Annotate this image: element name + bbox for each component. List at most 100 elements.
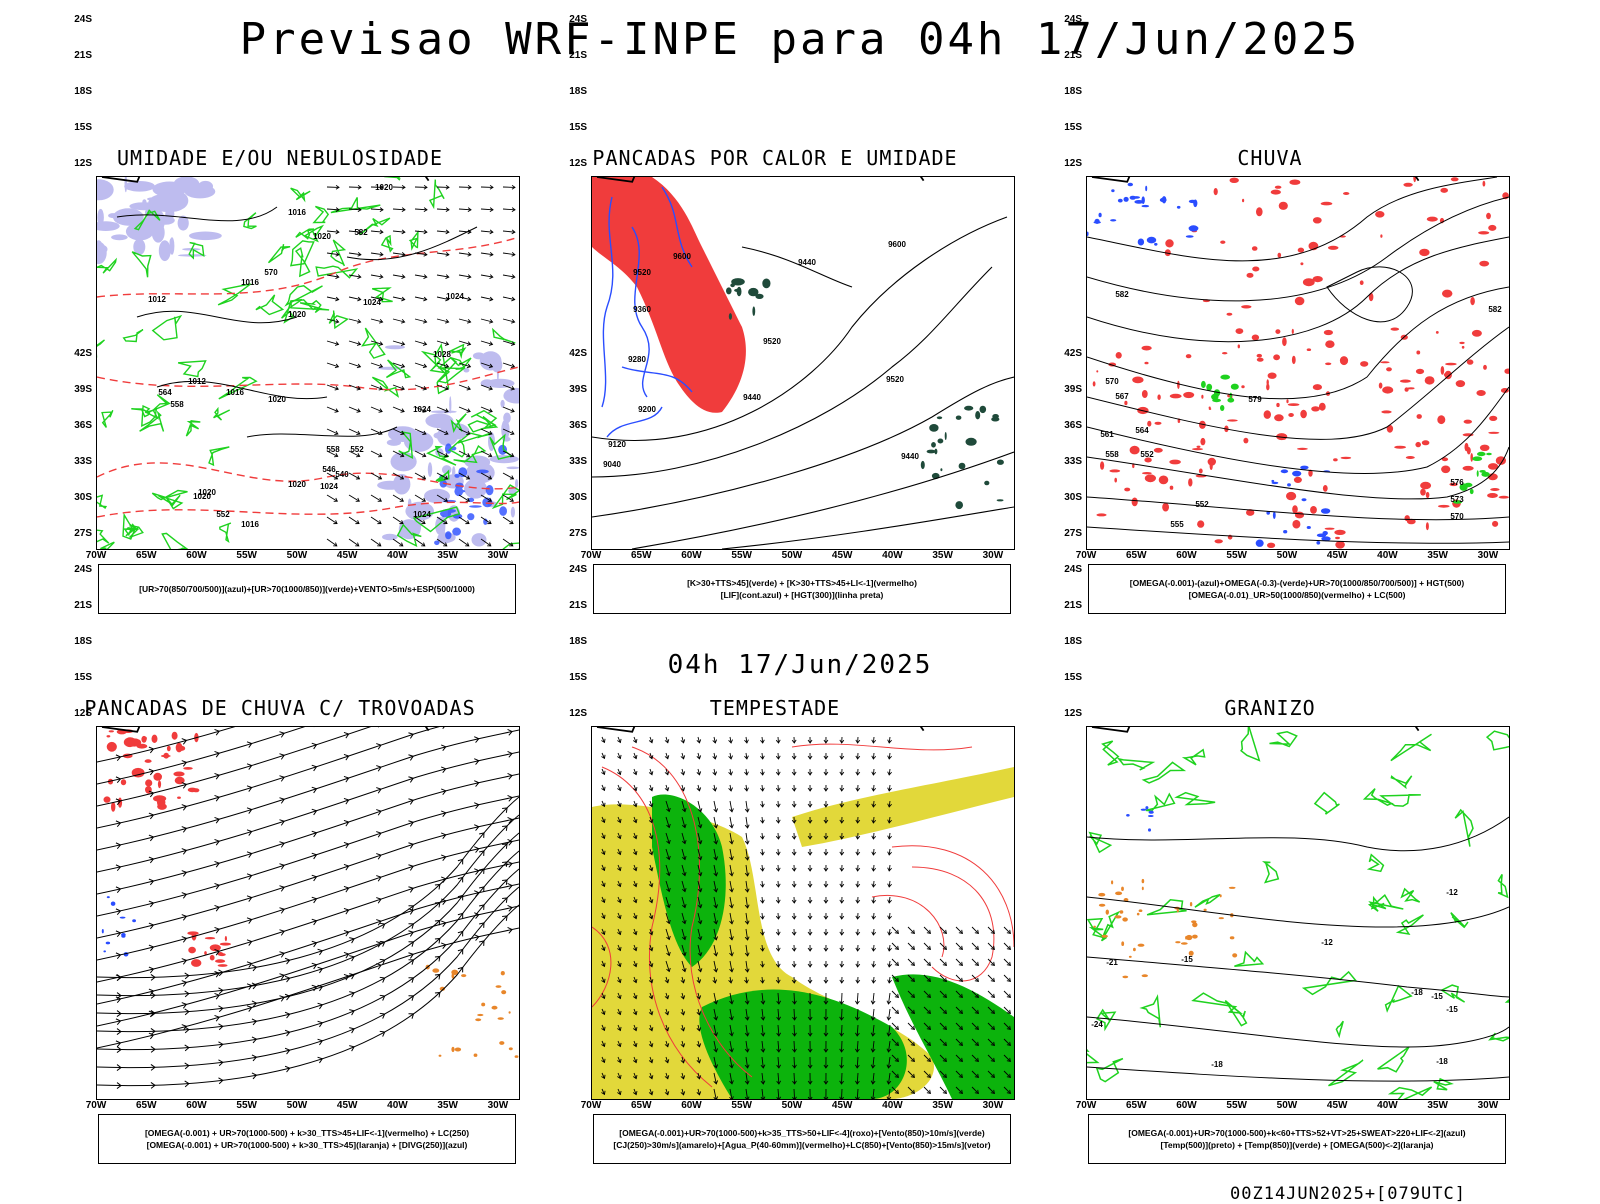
contour-label: 1016 <box>226 388 244 397</box>
shade-cell <box>498 445 507 455</box>
shade-cell <box>191 959 201 967</box>
lon-tick-label: 60W <box>671 1100 711 1111</box>
contour-label: 558 <box>326 445 340 454</box>
lat-tick-label: 18S <box>553 636 587 647</box>
temp-850-lines <box>1087 727 1509 1099</box>
shade-cell <box>1328 246 1339 250</box>
shade-cell <box>1144 362 1148 365</box>
lon-tick-label: 40W <box>377 550 417 561</box>
shade-cell <box>145 786 152 794</box>
shade-cell <box>1310 506 1317 514</box>
contour-line <box>291 188 311 200</box>
shade-cell <box>499 1041 504 1045</box>
shade-cell <box>1292 520 1300 529</box>
shade-cell <box>104 796 111 802</box>
shade-cell <box>1323 531 1328 535</box>
shade-cell <box>1099 904 1105 907</box>
contour-line <box>1103 741 1119 765</box>
shade-cell <box>1405 387 1409 391</box>
shade-cell <box>921 461 925 469</box>
contour-line <box>214 409 230 420</box>
shade-cell <box>1124 401 1127 405</box>
shade-cell <box>1271 480 1274 482</box>
lon-tick-label: 50W <box>277 550 317 561</box>
contour-label: 576 <box>1450 478 1464 487</box>
wind-vector <box>415 209 427 210</box>
shade-cell <box>124 181 155 192</box>
lat-tick-label: 42S <box>58 348 92 359</box>
shade-cell <box>1229 887 1236 889</box>
shade-cell <box>1295 297 1305 306</box>
shade-cell <box>501 400 505 408</box>
lon-tick-label: 50W <box>772 550 812 561</box>
contour-line <box>178 361 206 377</box>
legend-line-2: [OMEGA(-0.001) + UR>70(1000-500) + k>30_… <box>147 1139 468 1151</box>
shade-cell <box>984 481 989 486</box>
wind-vector <box>459 539 469 546</box>
shade-cell <box>1300 262 1303 265</box>
lat-tick-label: 18S <box>1048 86 1082 97</box>
shade-cell <box>1243 438 1248 444</box>
shade-cell <box>449 396 451 413</box>
shade-cell <box>1230 178 1239 183</box>
streamline <box>97 851 519 1032</box>
shade-cell <box>501 971 505 975</box>
shade-cell <box>1324 330 1333 335</box>
shade-cell <box>1403 183 1412 187</box>
shade-cell <box>1238 344 1240 348</box>
shade-cell <box>1420 482 1431 490</box>
lon-tick-label: 35W <box>923 1100 963 1111</box>
panel-legend: [K>30+TTS>45](verde) + [K>30+TTS>45+LI<-… <box>593 564 1011 614</box>
lon-tick-label: 40W <box>1367 1100 1407 1111</box>
shade-cell <box>1472 456 1482 461</box>
contour-line <box>1336 1021 1343 1036</box>
shade-cell <box>1206 384 1212 391</box>
shade-cell <box>1456 380 1465 387</box>
shade-cell <box>1444 373 1446 376</box>
lat-tick-label: 24S <box>58 14 92 25</box>
shade-cell <box>107 735 111 737</box>
map-svg: 9600952096009440936095209280952092009440… <box>592 177 1014 549</box>
shade-cell <box>1162 503 1169 512</box>
lat-tick-label: 27S <box>553 528 587 539</box>
panel-title: UMIDADE E/OU NEBULOSIDADE <box>50 146 510 170</box>
contour-label: 9440 <box>901 452 919 461</box>
country-border <box>1092 727 1212 732</box>
shade-cell <box>1141 809 1147 811</box>
contour-label: 9520 <box>633 268 651 277</box>
shade-cell <box>1463 466 1474 471</box>
lat-tick-label: 12S <box>58 708 92 719</box>
contour-label: -21 <box>1106 958 1118 967</box>
contour-line <box>1234 952 1262 966</box>
shade-cell <box>1289 180 1300 185</box>
contour-line <box>1090 833 1111 853</box>
legend-line-1: [OMEGA(-0.001) + UR>70(1000-500) + k>30_… <box>145 1127 469 1139</box>
shade-cell <box>152 231 156 237</box>
shade-cell <box>1417 414 1422 419</box>
shade-cell <box>1186 354 1192 358</box>
lat-tick-label: 33S <box>553 456 587 467</box>
lat-tick-label: 12S <box>58 158 92 169</box>
shade-cell <box>1159 476 1169 485</box>
shade-cell <box>499 506 507 516</box>
shade-cell <box>1236 328 1244 334</box>
lon-tick-label: 35W <box>428 1100 468 1111</box>
panel-title: PANCADAS DE CHUVA C/ TROVOADAS <box>50 696 510 720</box>
shade-cell <box>1281 469 1288 473</box>
shade-cell <box>1488 432 1499 434</box>
isoline <box>872 895 944 957</box>
contour-line <box>1398 915 1423 934</box>
legend-line-2: [OMEGA(-0.01)_UR>50(1000/850)(vermelho) … <box>1189 589 1406 601</box>
shade-cell <box>461 974 466 977</box>
shade-cell <box>1490 488 1499 491</box>
map-svg: 1020101610201012101610241024102010281024… <box>97 177 519 549</box>
contour-line <box>1490 1033 1509 1041</box>
shade-cell <box>1286 492 1296 500</box>
shade-cell <box>1316 541 1320 545</box>
shade-cell <box>145 759 152 763</box>
shade-cell <box>1459 342 1464 344</box>
shade-cell <box>489 455 518 463</box>
